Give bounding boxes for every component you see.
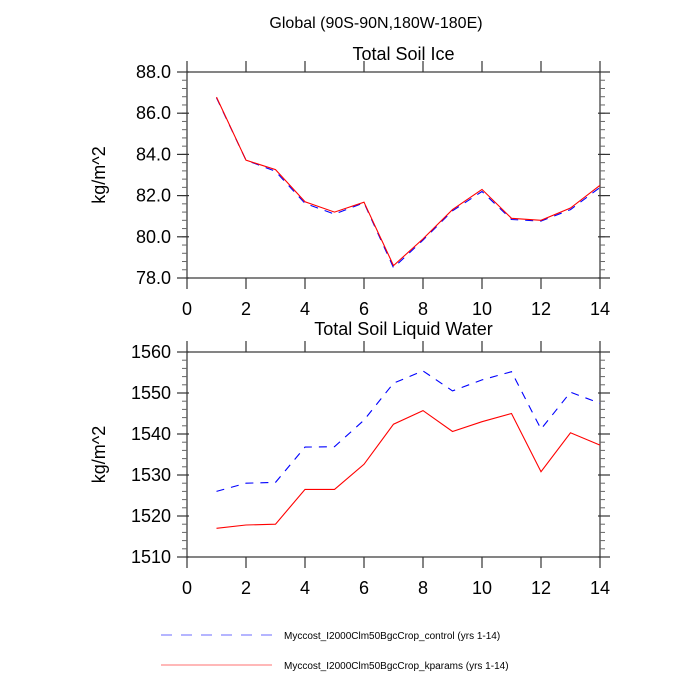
y-axis-label: kg/m^2 [89,426,109,483]
x-tick-label: 6 [359,299,369,319]
figure-main-title: Global (90S-90N,180W-180E) [269,15,482,32]
chart-panel-soil-ice: Total Soil Ice kg/m^2 78.0 80.0 82.0 84.0 86.0… [89,44,610,319]
y-tick-label: 1530 [131,465,171,485]
series-line-control [216,97,601,269]
x-tick-label: 10 [472,299,492,319]
y-tick-label: 1540 [131,424,171,444]
y-tick-label: 1560 [131,342,171,362]
x-tick-label: 6 [359,578,369,598]
series-line-control [216,370,601,492]
y-tick-label: 1520 [131,506,171,526]
y-tick-label: 88.0 [136,62,171,82]
legend-label-control: Myccost_I2000Clm50BgcCrop_control (yrs 1… [284,631,500,642]
legend-entry-kparams: Myccost_I2000Clm50BgcCrop_kparams (yrs 1… [161,661,509,672]
x-tick-label: 4 [300,299,310,319]
x-tick-label: 10 [472,578,492,598]
x-tick-label: 0 [182,299,192,319]
plot-frame [186,351,601,558]
x-tick-label: 12 [531,578,551,598]
x-tick-label: 14 [590,299,610,319]
x-tick-label: 0 [182,578,192,598]
legend: Myccost_I2000Clm50BgcCrop_control (yrs 1… [161,631,509,672]
series-line-kparams [216,96,601,267]
y-tick-label: 86.0 [136,103,171,123]
y-tick-label: 80.0 [136,227,171,247]
x-tick-label: 4 [300,578,310,598]
y-tick-label: 84.0 [136,144,171,164]
y-tick-label: 1510 [131,547,171,567]
x-tick-label: 8 [418,299,428,319]
x-tick-label: 12 [531,299,551,319]
x-tick-label: 14 [590,578,610,598]
x-tick-label: 8 [418,578,428,598]
chart-title: Total Soil Liquid Water [314,319,492,339]
series-line-kparams [216,409,601,529]
legend-entry-control: Myccost_I2000Clm50BgcCrop_control (yrs 1… [161,631,500,642]
y-tick-label: 82.0 [136,186,171,206]
plot-frame [186,71,601,279]
chart-panel-soil-liquid-water: Total Soil Liquid Water kg/m^2 1510 1520 153… [89,319,610,598]
y-axis-label: kg/m^2 [89,146,109,203]
x-tick-label: 2 [241,299,251,319]
legend-label-kparams: Myccost_I2000Clm50BgcCrop_kparams (yrs 1… [284,661,509,672]
chart-title: Total Soil Ice [352,44,454,64]
y-tick-label: 78.0 [136,268,171,288]
y-tick-label: 1550 [131,383,171,403]
x-tick-label: 2 [241,578,251,598]
